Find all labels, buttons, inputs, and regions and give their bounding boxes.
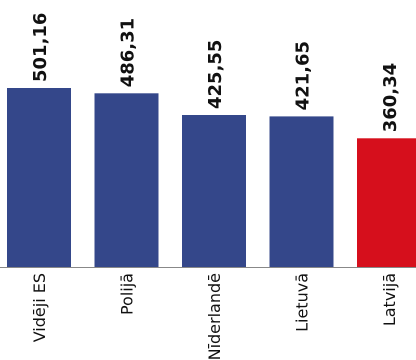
value-label-videji-es: 501,16 [30, 13, 51, 82]
value-label-niderlande: 425,55 [205, 40, 226, 109]
value-label-latvija: 360,34 [380, 63, 401, 132]
value-label-lietuva: 421,65 [293, 41, 314, 110]
bar-niderlande [182, 115, 246, 267]
value-labels-group: 501,16 486,31 425,55 421,65 360,34 [30, 13, 401, 133]
category-label-videji-es: Vidēji ES [30, 273, 49, 342]
category-label-latvija: Latvijā [380, 273, 399, 326]
value-label-polija: 486,31 [118, 18, 139, 87]
bar-lietuva [269, 116, 334, 267]
bar-videji-es [7, 88, 71, 267]
category-label-polija: Polijā [118, 273, 137, 315]
category-labels-group: Vidēji ES Polijā Nīderlandē Lietuvā Latvijā [30, 273, 399, 360]
bars-group [7, 88, 416, 268]
bar-polija [94, 93, 159, 268]
category-label-lietuva: Lietuvā [293, 273, 312, 332]
bar-latvija [357, 138, 416, 267]
category-label-niderlande: Nīderlandē [205, 273, 224, 360]
